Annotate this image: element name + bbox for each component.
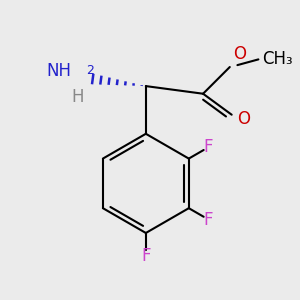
Text: F: F <box>204 138 213 156</box>
Text: F: F <box>141 247 151 265</box>
Text: NH: NH <box>46 62 71 80</box>
Text: 2: 2 <box>86 64 94 76</box>
Text: CH₃: CH₃ <box>262 50 293 68</box>
Text: O: O <box>234 45 247 63</box>
Text: F: F <box>204 211 213 229</box>
Text: H: H <box>71 88 83 106</box>
Text: O: O <box>237 110 250 128</box>
